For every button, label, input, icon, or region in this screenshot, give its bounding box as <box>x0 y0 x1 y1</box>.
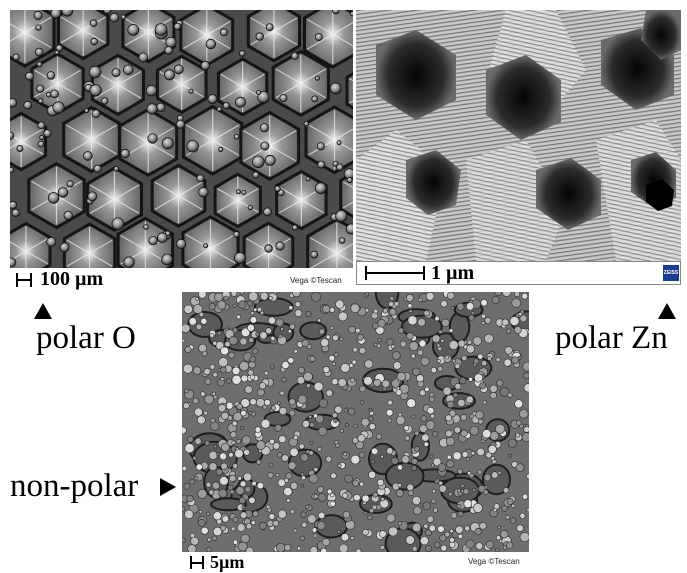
polar-o-caption: polar O <box>36 322 136 355</box>
polar-o-scalebar-tick-right <box>30 273 32 287</box>
polar-o-sem-image <box>10 10 353 268</box>
polar-zn-scalebar-tick-right <box>423 266 425 280</box>
polar-zn-texture <box>356 10 681 261</box>
non-polar-vendor-label: Vega ©Tescan <box>468 557 520 566</box>
non-polar-scale-strip: 5µm Vega ©Tescan <box>182 552 529 572</box>
polar-o-scale-strip: 100 µm Vega ©Tescan <box>10 268 353 292</box>
non-polar-scalebar-label: 5µm <box>210 552 244 573</box>
polar-zn-pointer-icon <box>658 303 676 319</box>
non-polar-sem-image <box>182 292 529 552</box>
polar-zn-scale-strip: 1 µm ZEISS <box>356 261 681 285</box>
polar-o-scalebar-tick-left <box>16 273 18 287</box>
non-polar-caption: non-polar <box>10 470 138 503</box>
non-polar-scalebar-tick-right <box>202 556 204 569</box>
polar-o-pointer-icon <box>34 303 52 319</box>
polar-o-vendor-label: Vega ©Tescan <box>290 276 342 285</box>
polar-zn-scalebar <box>365 272 425 274</box>
non-polar-pointer-icon <box>160 478 176 496</box>
polar-zn-scalebar-label: 1 µm <box>431 262 474 285</box>
polar-o-texture <box>10 10 353 268</box>
polar-zn-caption: polar Zn <box>555 322 668 355</box>
non-polar-texture <box>182 292 529 552</box>
polar-zn-sem-image <box>356 10 681 261</box>
non-polar-scalebar-tick-left <box>190 556 192 569</box>
polar-zn-scalebar-tick-left <box>365 266 367 280</box>
polar-o-scalebar-label: 100 µm <box>40 268 103 291</box>
zeiss-logo: ZEISS <box>663 265 679 281</box>
